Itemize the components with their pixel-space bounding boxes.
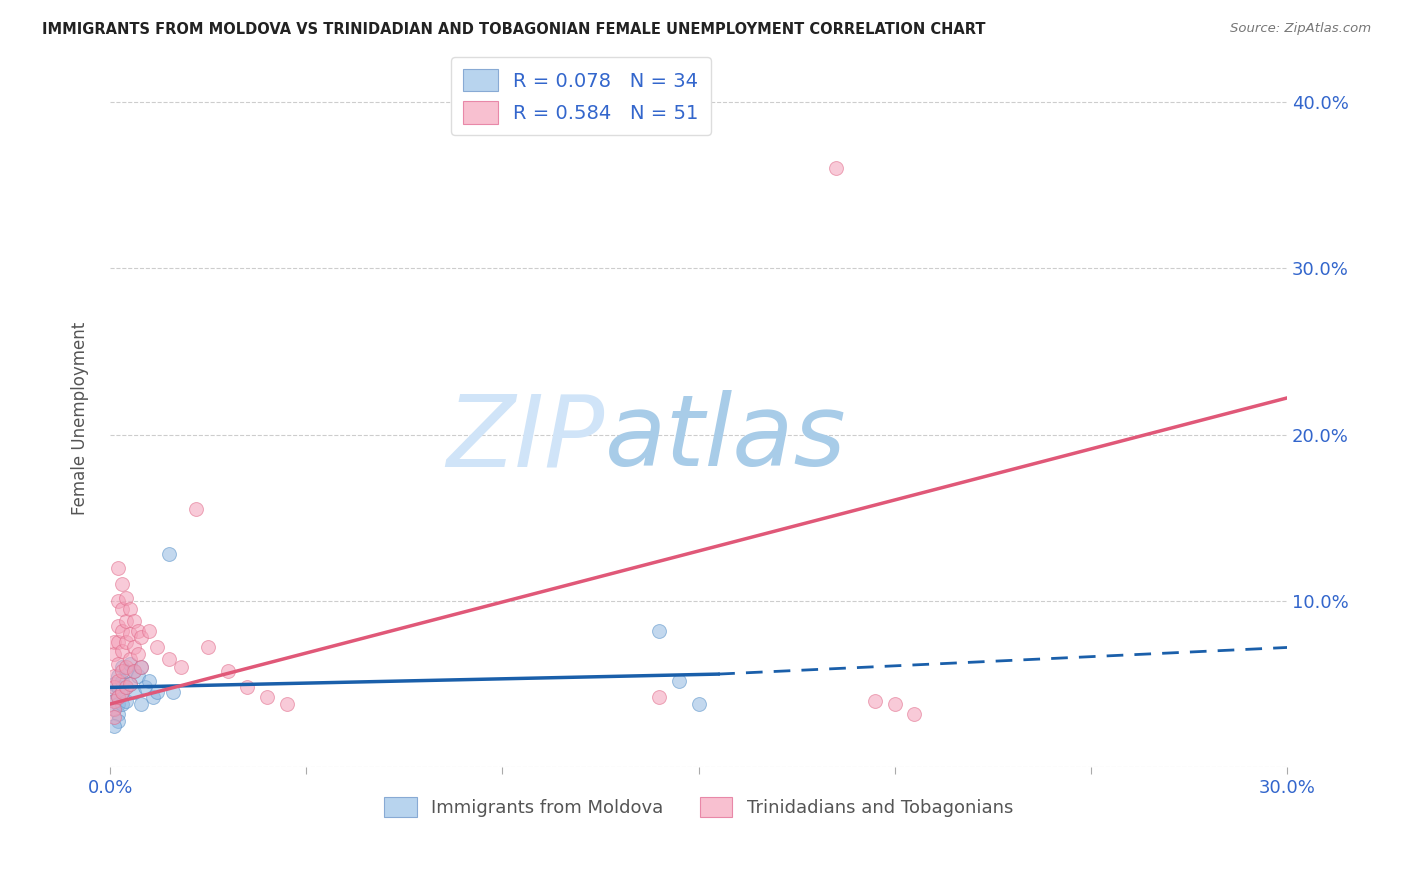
Point [127, 669, 149, 683]
Point [114, 591, 136, 605]
Point [107, 619, 129, 633]
Point [688, 697, 710, 711]
Point [103, 694, 125, 708]
Point [157, 652, 180, 666]
Point [107, 657, 129, 672]
Point [103, 710, 125, 724]
Point [111, 624, 134, 638]
Point [170, 660, 193, 674]
Point [118, 602, 141, 616]
Point [103, 681, 125, 695]
Point [668, 673, 690, 688]
Point [903, 706, 925, 721]
Point [111, 673, 134, 688]
Point [114, 694, 136, 708]
Point [107, 635, 129, 649]
Point [217, 664, 239, 678]
Point [103, 647, 125, 661]
Text: atlas: atlas [605, 391, 846, 487]
Point [103, 677, 125, 691]
Point [122, 664, 145, 678]
Point [134, 681, 156, 695]
Point [883, 697, 905, 711]
Point [107, 594, 129, 608]
Point [103, 719, 125, 733]
Point [107, 669, 129, 683]
Point [111, 602, 134, 616]
Point [111, 697, 134, 711]
Point [107, 697, 129, 711]
Point [256, 690, 278, 705]
Point [114, 660, 136, 674]
Point [127, 624, 149, 638]
Point [107, 673, 129, 688]
Y-axis label: Female Unemployment: Female Unemployment [72, 321, 89, 515]
Point [118, 652, 141, 666]
Point [142, 690, 165, 705]
Point [114, 614, 136, 628]
Point [103, 702, 125, 716]
Point [131, 697, 153, 711]
Text: IMMIGRANTS FROM MOLDOVA VS TRINIDADIAN AND TOBAGONIAN FEMALE UNEMPLOYMENT CORREL: IMMIGRANTS FROM MOLDOVA VS TRINIDADIAN A… [42, 22, 986, 37]
Point [825, 161, 848, 176]
Point [863, 694, 886, 708]
Point [118, 627, 141, 641]
Point [118, 677, 141, 691]
Point [107, 706, 129, 721]
Legend: Immigrants from Moldova, Trinidadians and Tobagonians: Immigrants from Moldova, Trinidadians an… [377, 789, 1021, 824]
Point [111, 685, 134, 699]
Point [131, 631, 153, 645]
Point [103, 694, 125, 708]
Point [114, 681, 136, 695]
Point [146, 685, 169, 699]
Point [107, 690, 129, 705]
Point [118, 657, 141, 672]
Point [107, 560, 129, 574]
Point [157, 547, 180, 561]
Point [648, 690, 671, 705]
Point [162, 685, 184, 699]
Point [122, 640, 145, 655]
Point [103, 669, 125, 683]
Point [276, 697, 298, 711]
Point [131, 660, 153, 674]
Text: ZIP: ZIP [446, 391, 605, 487]
Point [138, 673, 160, 688]
Point [111, 664, 134, 678]
Point [103, 702, 125, 716]
Point [122, 685, 145, 699]
Point [111, 577, 134, 591]
Point [111, 660, 134, 674]
Point [111, 685, 134, 699]
Point [107, 690, 129, 705]
Point [107, 681, 129, 695]
Point [111, 644, 134, 658]
Point [146, 640, 169, 655]
Point [122, 664, 145, 678]
Point [107, 714, 129, 728]
Point [131, 660, 153, 674]
Point [186, 502, 208, 516]
Point [114, 664, 136, 678]
Point [648, 624, 671, 638]
Point [103, 685, 125, 699]
Point [114, 681, 136, 695]
Point [236, 681, 259, 695]
Point [127, 647, 149, 661]
Point [118, 677, 141, 691]
Point [197, 640, 219, 655]
Point [138, 624, 160, 638]
Point [114, 635, 136, 649]
Point [122, 614, 145, 628]
Point [103, 635, 125, 649]
Text: Source: ZipAtlas.com: Source: ZipAtlas.com [1230, 22, 1371, 36]
